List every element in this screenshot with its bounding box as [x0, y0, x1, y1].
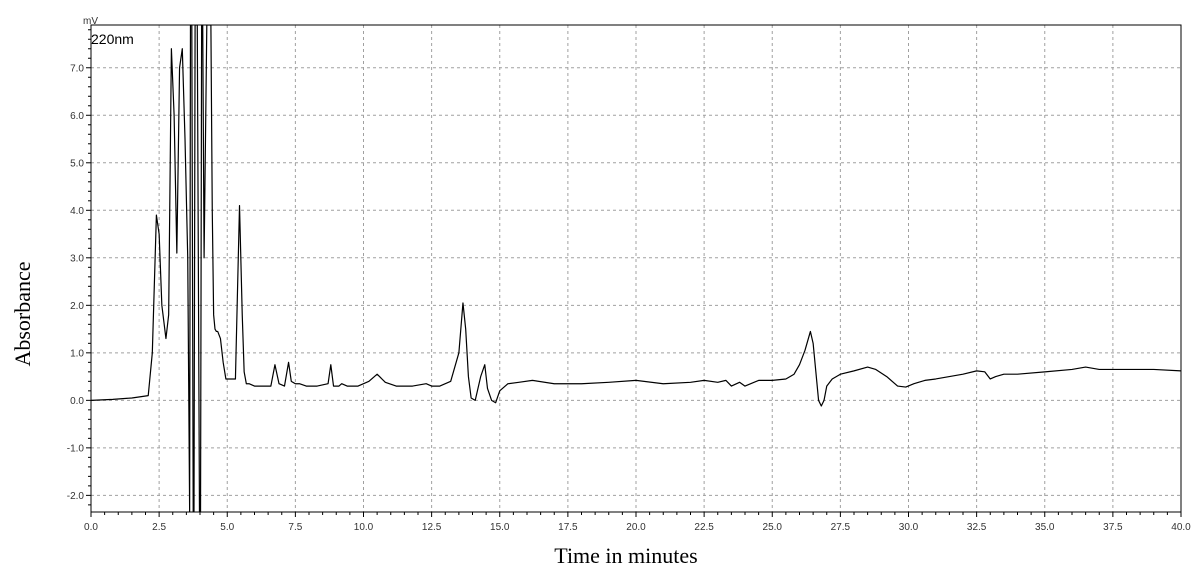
x-tick-label: 5.0 [220, 522, 234, 533]
y-tick-label: 4.0 [70, 206, 84, 217]
x-tick-label: 0.0 [84, 522, 98, 533]
x-tick-label: 10.0 [354, 522, 374, 533]
y-axis-title: Absorbance [10, 261, 35, 366]
grid-layer [91, 25, 1181, 512]
x-tick-label: 12.5 [422, 522, 442, 533]
channel-label: 220nm [91, 31, 134, 47]
y-tick-label: 7.0 [70, 63, 84, 74]
y-tick-label: 1.0 [70, 348, 84, 359]
x-tick-label: 30.0 [899, 522, 919, 533]
x-tick-label: 15.0 [490, 522, 510, 533]
x-tick-label: 32.5 [967, 522, 987, 533]
y-tick-label: 5.0 [70, 158, 84, 169]
y-tick-label: 3.0 [70, 253, 84, 264]
y-tick-label: 2.0 [70, 301, 84, 312]
x-tick-label: 37.5 [1103, 522, 1123, 533]
y-tick-label: 6.0 [70, 111, 84, 122]
chromatogram-trace [91, 25, 1181, 512]
y-unit-label: mV [83, 16, 98, 27]
x-tick-label: 7.5 [288, 522, 302, 533]
x-tick-label: 40.0 [1171, 522, 1191, 533]
x-tick-label: 20.0 [626, 522, 646, 533]
x-axis-title: Time in minutes [554, 543, 697, 568]
y-tick-label: -2.0 [67, 491, 85, 502]
y-tick-label: 0.0 [70, 396, 84, 407]
trace-layer [91, 25, 1181, 512]
x-tick-label: 35.0 [1035, 522, 1055, 533]
y-tick-label: -1.0 [67, 443, 85, 454]
x-tick-label: 22.5 [694, 522, 714, 533]
tick-layer: 0.0 2.5 5.0 7.5 10.0 12.5 15.0 17.5 20.0 22.5 25.0… [67, 29, 1191, 533]
x-tick-label: 2.5 [152, 522, 166, 533]
x-tick-label: 27.5 [831, 522, 851, 533]
x-tick-label: 17.5 [558, 522, 578, 533]
x-tick-label: 25.0 [763, 522, 783, 533]
